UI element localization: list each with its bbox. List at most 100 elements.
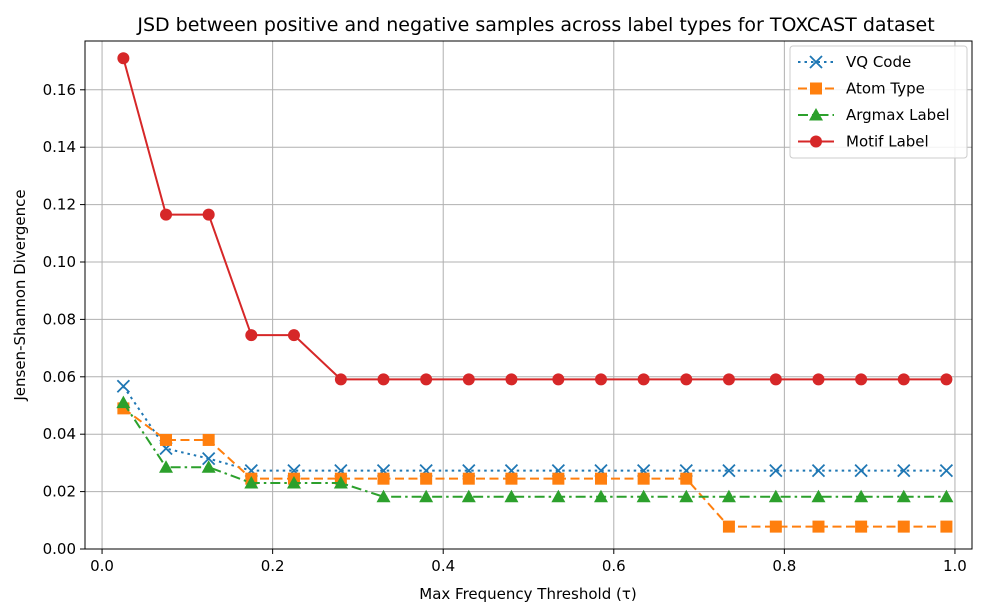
data-point-vq-code (202, 451, 216, 466)
x-tick-label: 0.8 (772, 557, 796, 575)
data-point-motif-label (940, 373, 953, 386)
data-point-argmax-label (854, 489, 869, 503)
legend: VQ Code Atom Type Argmax Label Motif Label (789, 45, 968, 159)
x-tick-label: 1.0 (943, 557, 967, 575)
data-point-motif-label (769, 373, 782, 386)
data-point-atom-type (594, 472, 607, 485)
legend-label: Argmax Label (846, 106, 950, 124)
data-point-argmax-label (376, 489, 391, 503)
data-point-vq-code (897, 464, 911, 478)
x-tick-label: 0.2 (261, 557, 285, 575)
data-point-argmax-label (896, 489, 911, 503)
data-point-motif-label (812, 373, 825, 386)
x-tick-label: 0.6 (602, 557, 626, 575)
data-point-argmax-label (939, 489, 954, 503)
data-point-atom-type (722, 520, 735, 533)
data-point-argmax-label (679, 489, 694, 503)
series-motif-label (117, 52, 953, 386)
data-point-atom-type (377, 472, 390, 485)
data-point-argmax-label (201, 460, 216, 473)
data-point-argmax-label (244, 475, 259, 489)
data-point-motif-label (552, 373, 565, 386)
data-point-motif-label (420, 373, 433, 386)
data-point-motif-label (287, 329, 300, 342)
data-point-motif-label (505, 373, 518, 386)
data-point-motif-label (377, 373, 390, 386)
legend-label: Motif Label (846, 133, 929, 151)
data-point-argmax-label (551, 489, 566, 503)
data-point-atom-type (855, 520, 868, 533)
data-point-atom-type (812, 520, 825, 533)
data-point-argmax-label (333, 475, 348, 489)
data-point-motif-label (462, 373, 475, 386)
data-point-atom-type (769, 520, 782, 533)
data-point-vq-code (769, 464, 783, 478)
x-tick-label: 0.0 (90, 557, 114, 575)
legend-marker (809, 55, 823, 69)
tick-layer: 0.0 0.2 0.4 0.6 0.8 1.0 0.00 0.02 0.04 0.06 0.08 0.… (43, 81, 967, 575)
series-line-atom-type (122, 407, 947, 528)
y-tick-label: 0.02 (43, 483, 76, 501)
data-point-argmax-label (593, 489, 608, 503)
legend-label: Atom Type (846, 80, 925, 98)
data-point-atom-type (940, 520, 953, 533)
series-line-vq-code (122, 385, 947, 472)
data-point-atom-type (202, 433, 215, 446)
legend-label: VQ Code (846, 53, 911, 71)
legend-frame (789, 45, 968, 159)
data-point-argmax-label (636, 489, 651, 503)
x-axis-label: Max Frequency Threshold (τ) (419, 585, 636, 603)
data-point-atom-type (420, 472, 433, 485)
data-point-argmax-label (286, 475, 301, 489)
data-point-atom-type (680, 472, 693, 485)
data-point-atom-type (505, 472, 518, 485)
data-point-atom-type (462, 472, 475, 485)
data-point-vq-code (811, 464, 826, 478)
data-point-atom-type (637, 472, 650, 485)
data-point-atom-type (897, 520, 910, 533)
data-point-motif-label (637, 373, 650, 386)
data-point-argmax-label (768, 489, 783, 503)
data-point-motif-label (855, 373, 868, 386)
legend-entry-argmax-label: Argmax Label (798, 106, 950, 124)
data-point-motif-label (160, 208, 173, 221)
data-point-vq-code (854, 464, 868, 478)
series-line-motif-label (122, 57, 947, 381)
y-tick-label: 0.16 (43, 81, 76, 99)
data-point-argmax-label (811, 489, 826, 503)
legend-marker (810, 135, 822, 148)
data-point-motif-label (117, 52, 130, 65)
data-point-motif-label (245, 329, 258, 342)
y-tick-label: 0.04 (43, 425, 76, 443)
y-tick-label: 0.08 (43, 310, 76, 328)
data-point-motif-label (202, 208, 215, 221)
y-tick-label: 0.06 (43, 368, 76, 386)
legend-entry-vq-code: VQ Code (798, 53, 911, 71)
plot-frame (84, 40, 973, 550)
data-point-argmax-label (721, 489, 736, 503)
data-point-argmax-label (504, 489, 519, 503)
legend-marker (810, 82, 822, 95)
series-layer (116, 52, 954, 533)
data-point-vq-code (722, 464, 736, 478)
y-tick-label: 0.10 (43, 253, 76, 271)
data-point-motif-label (680, 373, 693, 386)
series-line-argmax-label (122, 402, 947, 498)
series-argmax-label (116, 395, 954, 503)
data-point-vq-code (116, 379, 131, 393)
data-point-argmax-label (159, 460, 174, 473)
data-point-motif-label (594, 373, 607, 386)
data-point-atom-type (160, 433, 173, 446)
data-point-motif-label (897, 373, 910, 386)
y-tick-label: 0.00 (43, 540, 76, 558)
grid (85, 41, 972, 550)
data-point-atom-type (552, 472, 565, 485)
y-tick-label: 0.12 (43, 196, 76, 214)
legend-marker (809, 108, 823, 121)
data-point-argmax-label (419, 489, 434, 503)
data-point-motif-label (722, 373, 735, 386)
data-point-vq-code (939, 464, 954, 478)
data-point-motif-label (334, 373, 347, 386)
legend-entry-atom-type: Atom Type (798, 80, 925, 98)
